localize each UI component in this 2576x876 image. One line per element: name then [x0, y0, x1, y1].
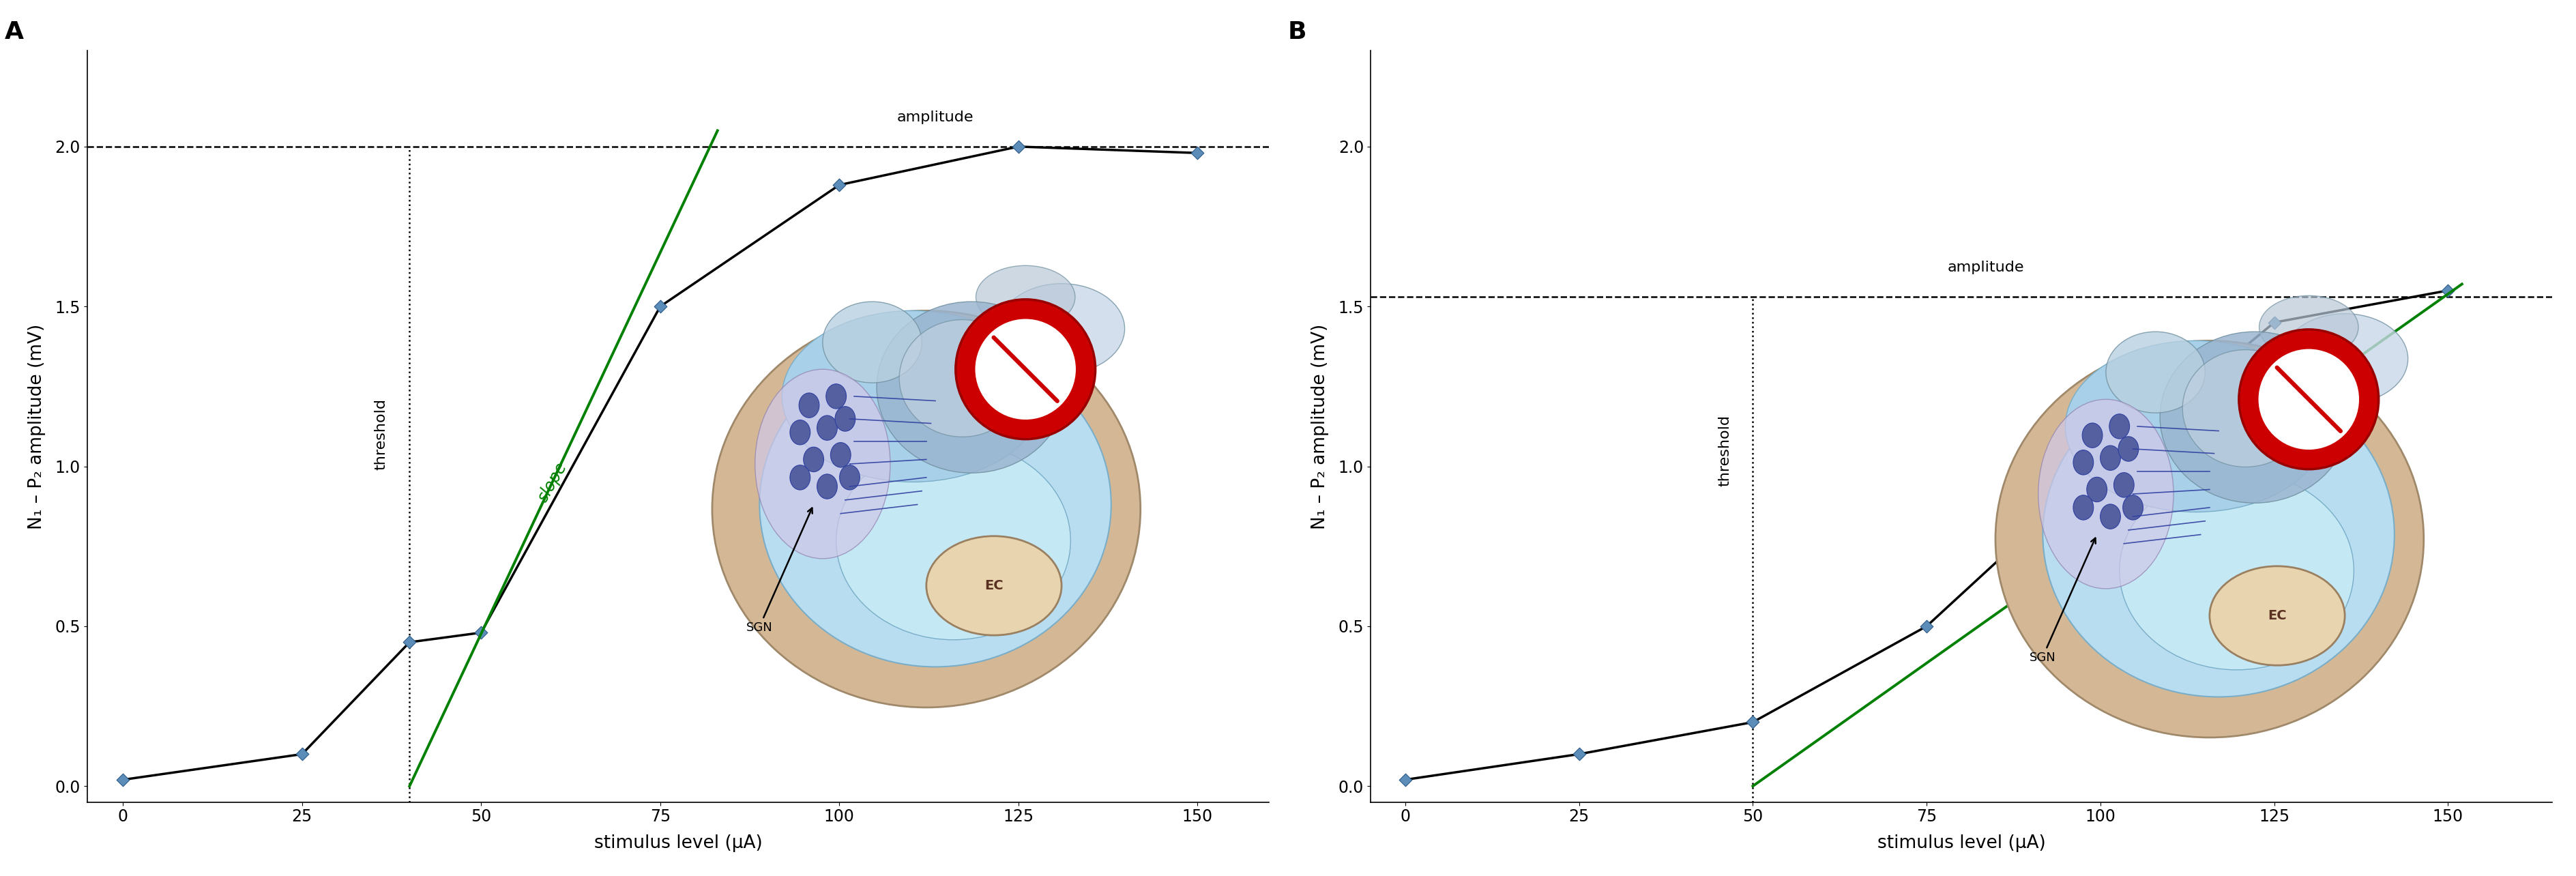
Point	[2427, 284, 2468, 298]
Circle shape	[2239, 329, 2378, 470]
Point	[2079, 459, 2120, 473]
Ellipse shape	[1996, 341, 2424, 738]
Ellipse shape	[827, 384, 848, 409]
Ellipse shape	[2043, 372, 2396, 697]
Ellipse shape	[2182, 350, 2308, 467]
Ellipse shape	[840, 465, 860, 490]
Text: SGN: SGN	[747, 508, 811, 633]
Ellipse shape	[2110, 414, 2130, 439]
Text: threshold: threshold	[1718, 414, 1731, 486]
Text: EC: EC	[984, 579, 1005, 592]
Point	[2254, 315, 2295, 329]
Ellipse shape	[2282, 314, 2409, 404]
Text: SGN: SGN	[2030, 538, 2097, 663]
Ellipse shape	[2115, 472, 2133, 498]
Ellipse shape	[2161, 332, 2349, 503]
Y-axis label: N₁ – P₂ amplitude (mV): N₁ – P₂ amplitude (mV)	[28, 323, 46, 529]
Point	[639, 300, 680, 314]
Ellipse shape	[760, 343, 1110, 667]
Ellipse shape	[822, 301, 922, 383]
X-axis label: stimulus level (μA): stimulus level (μA)	[1878, 835, 2045, 852]
Point	[281, 747, 322, 761]
Ellipse shape	[2099, 505, 2120, 529]
Ellipse shape	[2066, 341, 2326, 512]
Circle shape	[976, 319, 1077, 420]
Point	[103, 773, 144, 787]
Ellipse shape	[804, 447, 824, 472]
Ellipse shape	[876, 301, 1066, 473]
Ellipse shape	[799, 393, 819, 418]
Ellipse shape	[2107, 332, 2205, 413]
Ellipse shape	[817, 474, 837, 499]
Ellipse shape	[999, 284, 1126, 374]
Ellipse shape	[2074, 495, 2094, 520]
Point	[1906, 619, 1947, 633]
Ellipse shape	[711, 311, 1141, 708]
Point	[1558, 747, 1600, 761]
Text: B: B	[1288, 21, 1306, 44]
Point	[819, 178, 860, 192]
Ellipse shape	[2210, 566, 2344, 666]
Ellipse shape	[2099, 446, 2120, 470]
X-axis label: stimulus level (μA): stimulus level (μA)	[595, 835, 762, 852]
Ellipse shape	[2123, 495, 2143, 520]
Ellipse shape	[899, 320, 1025, 437]
Point	[1386, 773, 1427, 787]
Point	[1177, 146, 1218, 160]
Point	[461, 625, 502, 639]
Text: amplitude: amplitude	[896, 110, 974, 124]
Ellipse shape	[2081, 423, 2102, 448]
Ellipse shape	[755, 370, 891, 559]
Ellipse shape	[976, 265, 1074, 328]
Text: EC: EC	[2267, 609, 2287, 622]
Y-axis label: N₁ – P₂ amplitude (mV): N₁ – P₂ amplitude (mV)	[1311, 323, 1329, 529]
Ellipse shape	[2120, 471, 2354, 670]
Ellipse shape	[791, 420, 811, 445]
Ellipse shape	[2074, 450, 2094, 475]
Text: slope: slope	[2050, 504, 2094, 544]
Text: slope: slope	[536, 460, 572, 505]
Circle shape	[956, 300, 1095, 439]
Ellipse shape	[927, 536, 1061, 635]
Point	[1731, 715, 1772, 729]
Point	[389, 635, 430, 649]
Ellipse shape	[2117, 436, 2138, 462]
Ellipse shape	[829, 442, 850, 467]
Ellipse shape	[835, 406, 855, 431]
Ellipse shape	[791, 465, 811, 490]
Ellipse shape	[817, 415, 837, 441]
Ellipse shape	[2259, 295, 2360, 359]
Ellipse shape	[783, 311, 1043, 482]
Text: threshold: threshold	[374, 399, 389, 470]
Text: amplitude: amplitude	[1947, 261, 2025, 274]
Ellipse shape	[2038, 399, 2174, 589]
Circle shape	[2259, 349, 2360, 449]
Ellipse shape	[837, 442, 1072, 639]
Text: A: A	[5, 21, 23, 44]
Ellipse shape	[2087, 477, 2107, 502]
Point	[997, 139, 1038, 153]
